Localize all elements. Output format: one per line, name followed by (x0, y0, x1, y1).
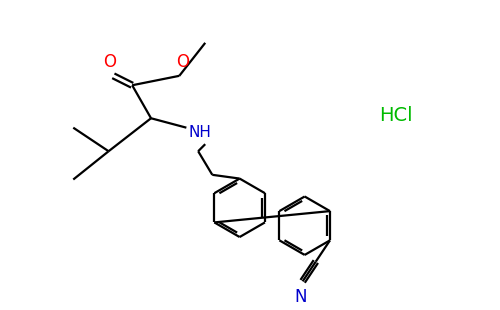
Text: O: O (103, 53, 116, 71)
Text: N: N (294, 288, 307, 306)
Text: NH: NH (188, 125, 212, 140)
Text: HCl: HCl (380, 106, 413, 125)
Text: O: O (176, 53, 190, 71)
